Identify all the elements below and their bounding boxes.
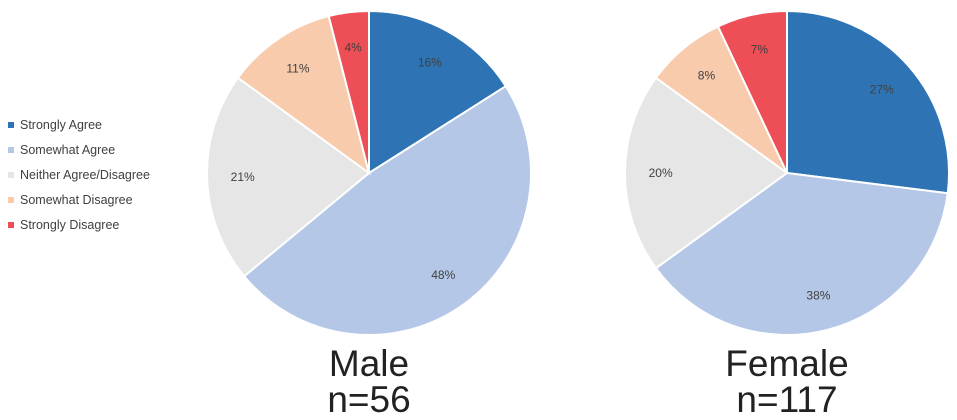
male-data-label-neither: 21% (231, 170, 255, 184)
legend-swatch (8, 196, 14, 203)
female-pie-chart: 27% 38% 20% 8% 7% (622, 8, 952, 343)
male-sample-size: n=56 (327, 379, 411, 420)
legend-item-strongly-agree: Strongly Agree (8, 112, 150, 137)
legend-label: Neither Agree/Disagree (20, 167, 150, 182)
legend-item-somewhat-disagree: Somewhat Disagree (8, 187, 150, 212)
male-pie-svg: 16% 48% 21% 11% 4% (206, 9, 532, 336)
female-data-label-neither: 20% (649, 166, 673, 180)
legend-item-neither: Neither Agree/Disagree (8, 162, 150, 187)
male-slice-neither (206, 76, 371, 278)
legend-swatch (8, 146, 14, 153)
male-caption: Male n=56 (269, 343, 469, 420)
legend-swatch (8, 121, 14, 128)
female-slice-neither (624, 76, 789, 270)
female-slice-strongly-disagree (716, 9, 788, 174)
legend-label: Strongly Disagree (20, 217, 120, 232)
male-data-label-somewhat-disagree: 11% (286, 61, 309, 75)
male-slice-somewhat-disagree (236, 14, 371, 176)
female-caption: Female n=117 (687, 343, 887, 420)
female-slice-somewhat-agree (654, 171, 949, 336)
legend-label: Somewhat Disagree (20, 192, 133, 207)
female-data-label-somewhat-disagree: 8% (698, 69, 716, 83)
male-data-label-somewhat-agree: 48% (431, 268, 455, 282)
male-pie-chart: 16% 48% 21% 11% 4% (204, 8, 534, 343)
legend-label: Somewhat Agree (20, 142, 116, 157)
female-title: Female (725, 343, 849, 384)
female-slice-strongly-agree (786, 9, 950, 195)
female-pie-svg: 27% 38% 20% 8% 7% (624, 9, 950, 336)
legend-swatch (8, 221, 14, 228)
legend-label: Strongly Agree (20, 117, 102, 132)
legend-item-somewhat-agree: Somewhat Agree (8, 137, 150, 162)
legend-swatch (8, 171, 14, 178)
male-data-label-strongly-agree: 16% (418, 55, 442, 69)
male-data-label-strongly-disagree: 4% (344, 41, 362, 55)
male-slice-somewhat-agree (242, 84, 532, 336)
male-title: Male (328, 343, 410, 384)
female-data-label-somewhat-agree: 38% (806, 288, 830, 302)
female-data-label-strongly-disagree: 7% (751, 43, 769, 57)
female-data-label-strongly-agree: 27% (870, 82, 894, 96)
chart-legend: Strongly Agree Somewhat Agree Neither Ag… (8, 112, 150, 237)
male-slice-strongly-agree (368, 9, 508, 175)
female-sample-size: n=117 (736, 379, 838, 420)
male-slice-strongly-disagree (327, 9, 370, 174)
legend-item-strongly-disagree: Strongly Disagree (8, 212, 150, 237)
